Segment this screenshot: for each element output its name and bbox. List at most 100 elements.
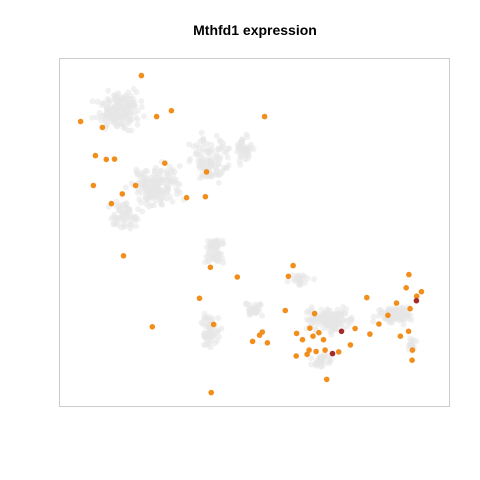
background-cell <box>212 340 218 347</box>
low-expression-point <box>208 389 214 396</box>
background-cell <box>169 198 176 205</box>
background-cell <box>153 181 160 188</box>
background-cell <box>149 177 156 184</box>
low-expression-point <box>99 124 106 131</box>
background-cell <box>105 87 112 94</box>
low-expression-point <box>323 376 330 383</box>
background-cell <box>378 309 385 316</box>
background-cell <box>199 146 206 153</box>
background-cell <box>159 201 166 208</box>
low-expression-point <box>293 353 300 359</box>
background-cell <box>208 172 215 179</box>
background-cell <box>101 100 108 107</box>
low-expression-point <box>307 325 313 332</box>
background-cell <box>316 321 323 328</box>
low-expression-point <box>418 288 425 295</box>
low-expression-point <box>259 329 266 335</box>
background-cell <box>224 154 231 161</box>
low-expression-point <box>282 307 289 314</box>
background-cell <box>176 162 183 169</box>
background-cell <box>153 164 159 171</box>
background-cell <box>318 306 325 313</box>
background-cell <box>186 158 193 165</box>
background-cell <box>220 164 227 171</box>
low-expression-point <box>77 118 84 125</box>
background-cell <box>141 178 148 185</box>
background-cell <box>200 137 207 144</box>
low-expression-point <box>409 357 415 364</box>
background-cell <box>214 248 221 255</box>
background-cell <box>170 172 177 179</box>
background-cell <box>133 89 140 96</box>
background-cell <box>98 117 105 124</box>
background-cell <box>132 223 139 229</box>
background-cell <box>321 313 328 320</box>
background-cell <box>316 359 323 366</box>
background-cell <box>142 195 149 202</box>
background-cell <box>138 98 145 105</box>
background-cell <box>106 99 113 106</box>
background-cell <box>322 352 328 359</box>
background-cell <box>193 148 200 155</box>
background-cell <box>113 220 120 227</box>
background-cell <box>131 109 138 116</box>
low-expression-point <box>92 152 99 159</box>
background-cell <box>94 98 101 105</box>
background-cell <box>144 190 151 197</box>
background-cell <box>120 223 127 230</box>
low-expression-point <box>261 113 268 120</box>
background-cell <box>193 142 200 149</box>
background-cell <box>141 113 148 120</box>
low-expression-point <box>168 107 175 114</box>
background-cell <box>220 259 227 266</box>
background-cell <box>408 316 415 323</box>
background-cell <box>163 168 170 175</box>
background-cell <box>186 141 193 148</box>
background-cell <box>220 240 227 247</box>
background-cell <box>244 134 251 141</box>
low-expression-point <box>111 156 118 162</box>
background-cell <box>250 146 257 152</box>
background-cell <box>236 157 243 164</box>
background-cell <box>340 303 346 310</box>
background-cell <box>337 313 344 320</box>
low-expression-point <box>132 182 139 189</box>
low-expression-point <box>162 160 168 166</box>
background-cell <box>142 167 149 174</box>
background-cell <box>329 311 335 318</box>
background-cell <box>333 323 340 329</box>
low-expression-point <box>413 293 420 300</box>
low-expression-point <box>322 347 328 353</box>
expression-points-layer <box>77 72 425 396</box>
background-cell <box>398 313 404 320</box>
background-cell <box>403 312 410 319</box>
background-cell <box>89 114 96 121</box>
background-cell <box>137 175 144 182</box>
background-cell <box>118 217 125 224</box>
background-cell <box>207 334 214 341</box>
background-cell <box>291 276 298 283</box>
low-expression-point <box>264 340 271 346</box>
background-cell <box>201 310 208 317</box>
plot-frame <box>59 58 450 407</box>
low-expression-point <box>407 305 413 312</box>
low-expression-point <box>376 321 382 327</box>
low-expression-point <box>207 264 214 271</box>
high-expression-point <box>329 350 336 357</box>
background-cell <box>116 207 123 214</box>
background-cell <box>130 96 137 103</box>
low-expression-point <box>210 321 217 328</box>
background-cell <box>399 306 406 313</box>
background-cell <box>308 361 315 368</box>
background-cell <box>154 173 161 180</box>
background-cell <box>204 147 211 154</box>
background-cells-layer <box>89 86 420 370</box>
low-expression-point <box>290 262 296 269</box>
low-expression-point <box>138 72 145 79</box>
background-cell <box>102 113 109 120</box>
low-expression-point <box>310 333 316 340</box>
low-expression-point <box>103 156 110 163</box>
low-expression-point <box>293 330 300 337</box>
background-cell <box>198 129 205 136</box>
low-expression-point <box>409 347 416 353</box>
